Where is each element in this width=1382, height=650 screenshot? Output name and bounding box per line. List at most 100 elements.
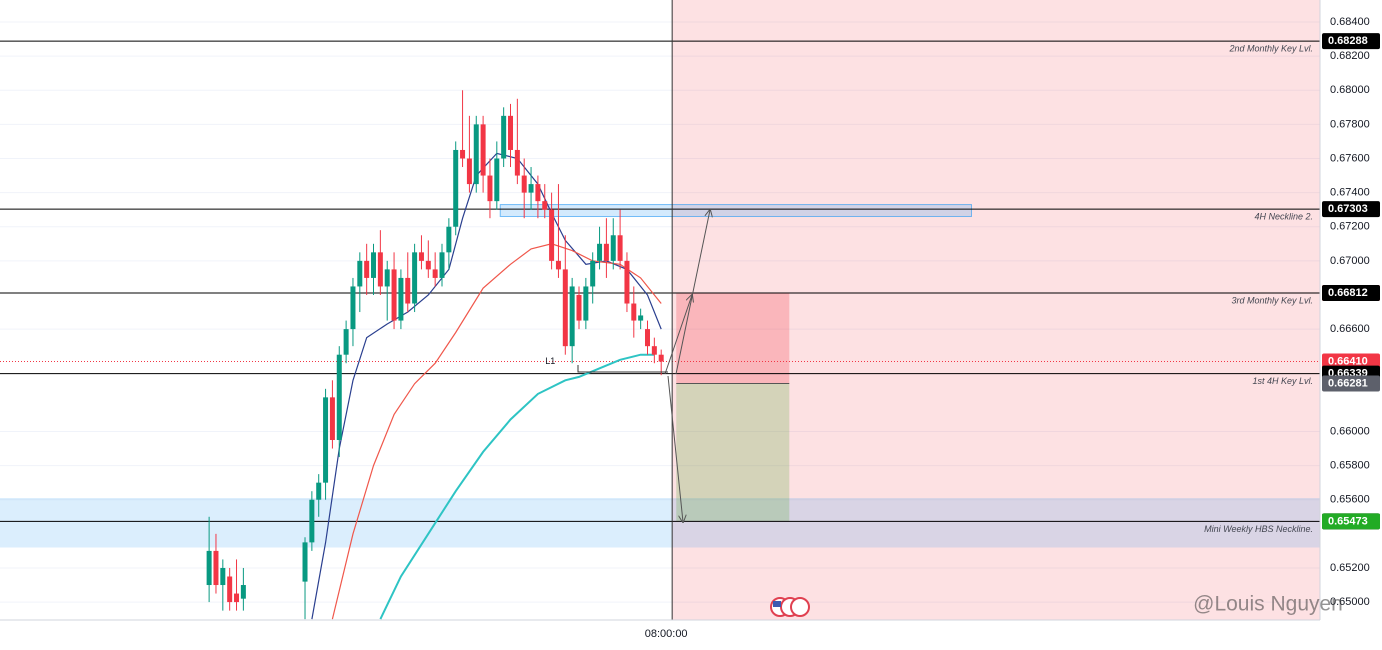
y-tick-label: 0.68400 [1330, 16, 1370, 28]
flag-icons [770, 597, 810, 617]
candle-body [432, 269, 438, 278]
zone [672, 0, 1320, 620]
y-tick-label: 0.67600 [1330, 152, 1370, 164]
l1-bracket [577, 365, 668, 373]
drawings [577, 210, 810, 617]
candle-body [446, 226, 452, 253]
price-tag [1322, 33, 1380, 50]
zone [0, 498, 1320, 548]
candle-body [610, 235, 616, 261]
y-tick-label: 0.68000 [1330, 84, 1370, 96]
key-level-label: 3rd Monthly Key Lvl. [1231, 295, 1313, 305]
price-tag-label: 0.66281 [1328, 377, 1368, 389]
y-tick-label: 0.67400 [1330, 187, 1370, 199]
candle-body [651, 346, 657, 355]
candle-body [658, 354, 664, 362]
candle-body [240, 585, 246, 599]
candle-body [460, 149, 466, 159]
candle-body [323, 397, 329, 483]
candle-body [213, 550, 219, 586]
candle-body [371, 252, 377, 278]
candle-body [405, 277, 411, 304]
price-tag [1322, 353, 1380, 370]
y-tick-label: 0.67200 [1330, 221, 1370, 233]
price-tag [1322, 375, 1380, 392]
candle-body [227, 576, 233, 603]
candle-body [555, 260, 561, 270]
time-label: 08:00:00 [645, 628, 688, 640]
price-tag-label: 0.65473 [1328, 515, 1368, 527]
y-tick-label: 0.67800 [1330, 118, 1370, 130]
price-tag [1322, 284, 1380, 301]
price-tag-label: 0.68288 [1328, 35, 1368, 47]
candle-body [508, 115, 514, 150]
stop-zone [676, 292, 790, 384]
candle-body [528, 184, 534, 193]
price-tag [1322, 513, 1380, 530]
candle-body [398, 277, 404, 321]
candle-body [418, 252, 424, 261]
key-level-label: 4H Neckline 2. [1254, 212, 1313, 222]
annotation: L1 [545, 356, 555, 366]
candle-body [480, 124, 486, 176]
candle-body [535, 184, 541, 202]
candle-body [542, 201, 548, 210]
target-zone [676, 383, 790, 522]
candle-body [364, 260, 370, 278]
candle-body [501, 115, 507, 159]
candle-body [234, 593, 240, 603]
candle-body [316, 482, 322, 500]
candle-body [549, 209, 555, 261]
candle-body [453, 149, 459, 227]
candle-body [309, 499, 315, 543]
candle-body [412, 252, 418, 304]
candle-body [302, 542, 308, 582]
candle-body [425, 260, 431, 270]
y-tick-label: 0.68200 [1330, 50, 1370, 62]
candle-body [597, 243, 603, 261]
arrow [675, 210, 710, 375]
y-tick-label: 0.65200 [1330, 562, 1370, 574]
price-tag [1322, 201, 1380, 218]
key-level-label: Mini Weekly HBS Neckline. [1204, 524, 1313, 534]
candle-body [473, 124, 479, 185]
price-tag-label: 0.67303 [1328, 203, 1368, 215]
candle-body [343, 329, 349, 355]
y-tick-label: 0.65000 [1330, 596, 1370, 608]
watermark: @Louis Nguyen [1193, 593, 1343, 616]
candle-body [384, 269, 390, 287]
y-tick-label: 0.65600 [1330, 494, 1370, 506]
candle-body [521, 175, 527, 193]
candle-body [206, 550, 212, 586]
candle-body [336, 354, 342, 441]
y-tick-label: 0.66600 [1330, 323, 1370, 335]
candle-body [590, 260, 596, 287]
y-tick-label: 0.66000 [1330, 425, 1370, 437]
candle-body [391, 269, 397, 321]
candle-body [514, 149, 520, 176]
candle-body [439, 252, 445, 278]
zone [499, 204, 972, 218]
candle-body [583, 286, 589, 321]
candle-body [603, 243, 609, 261]
candle-body [220, 567, 226, 586]
candle-body [624, 260, 630, 304]
price-tag-label: 0.66410 [1328, 355, 1368, 367]
candle-body [644, 329, 650, 347]
candle-body [377, 252, 383, 287]
price-tag-label: 0.66812 [1328, 287, 1368, 299]
candle-body [631, 303, 637, 321]
candle-body [617, 235, 623, 261]
moving-average [311, 152, 662, 620]
key-level-label: 1st 4H Key Lvl. [1252, 376, 1313, 386]
candle-body [329, 397, 335, 441]
candle-body [638, 315, 644, 321]
arrow [667, 375, 683, 522]
candle-body [487, 175, 493, 202]
candle-body [576, 294, 582, 321]
y-tick-label: 0.65800 [1330, 460, 1370, 472]
candle-body [350, 286, 356, 330]
key-level-label: 2nd Monthly Key Lvl. [1228, 43, 1313, 53]
